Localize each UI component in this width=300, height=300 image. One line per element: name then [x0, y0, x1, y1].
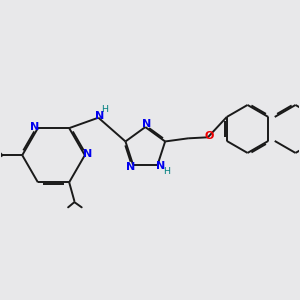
Text: H: H	[101, 105, 108, 114]
Text: N: N	[126, 162, 136, 172]
Text: H: H	[164, 167, 170, 176]
Text: N: N	[156, 161, 165, 171]
Text: N: N	[83, 149, 93, 159]
Text: N: N	[95, 111, 104, 121]
Text: O: O	[204, 131, 214, 141]
Text: N: N	[30, 122, 39, 132]
Text: N: N	[142, 119, 151, 129]
